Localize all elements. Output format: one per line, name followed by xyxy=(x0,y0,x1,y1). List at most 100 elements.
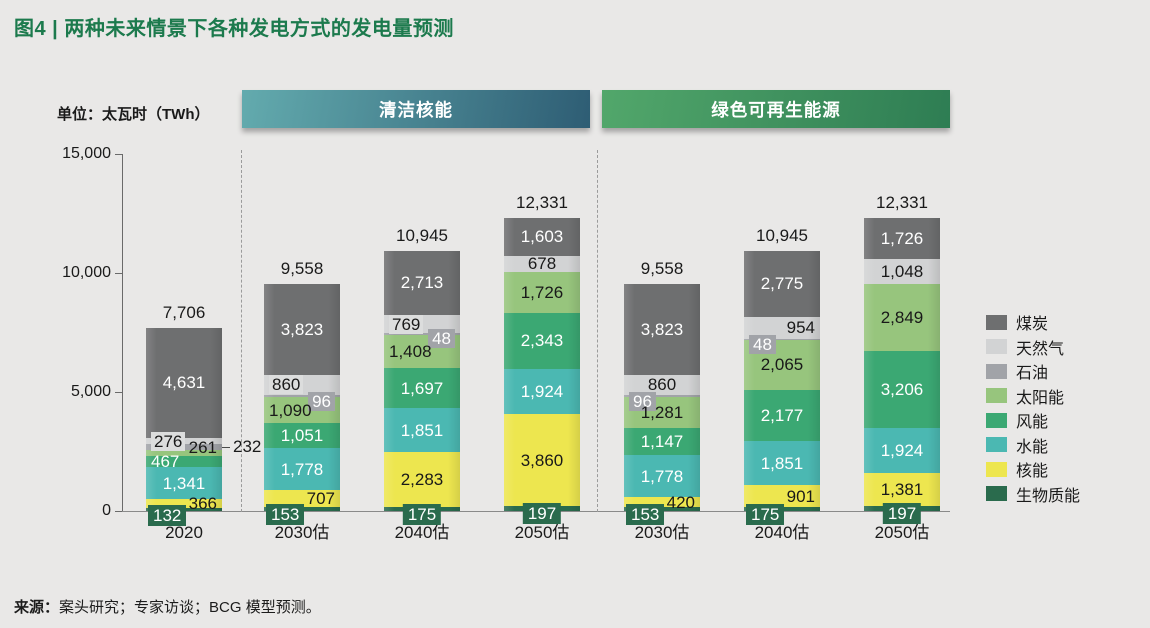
bar-segment: 860 xyxy=(264,374,340,395)
legend-label: 核能 xyxy=(1016,463,1049,480)
segment-label: 2,065 xyxy=(760,355,804,375)
bar-segment: 1,408 xyxy=(384,334,460,368)
legend-label: 天然气 xyxy=(1016,340,1065,358)
axis-tick xyxy=(115,392,122,393)
bar-segment: 2,283 xyxy=(384,452,460,507)
source-prefix: 来源： xyxy=(14,599,60,616)
legend-swatch xyxy=(986,339,1007,354)
legend-item: 核能 xyxy=(986,461,1080,480)
segment-label: 1,603 xyxy=(520,227,564,247)
axis-tick xyxy=(115,154,122,155)
segment-label: 1,851 xyxy=(400,420,444,440)
segment-label: 1,924 xyxy=(880,441,924,461)
segment-label: 707 xyxy=(306,489,335,509)
bar: 10,945 2040估 2,713 769 48 1,408 1,697 1,851 2,28… xyxy=(384,226,460,542)
bar-segment: 1,147 xyxy=(624,427,700,456)
legend-item: 太阳能 xyxy=(986,388,1080,407)
bar: 10,945 2040估 2,775 954 48 2,065 2,177 1,851 901 1… xyxy=(744,226,820,542)
bar: 9,558 2030估 3,823 860 96 1,281 1,147 1,778 420 15… xyxy=(624,259,700,542)
source-text: 案头研究；专家访谈；BCG 模型预测。 xyxy=(59,599,321,616)
segment-label-row: 1,603 xyxy=(504,218,580,256)
legend-label: 风能 xyxy=(1016,414,1049,431)
bar-segment: 1,697 xyxy=(384,368,460,409)
segment-label-row: 3,206 xyxy=(864,351,940,427)
legend-item: 生物质能 xyxy=(986,486,1080,505)
bar-segment: 678 xyxy=(504,255,580,272)
axis-tick xyxy=(115,511,122,512)
segment-label: 1,281 xyxy=(640,402,684,422)
segment-label-row: 1,851 xyxy=(384,408,460,452)
segment-label: 2,775 xyxy=(760,274,804,294)
segment-label: 1,726 xyxy=(520,282,564,302)
segment-label-row: 2,283 xyxy=(384,452,460,506)
segment-label: 1,381 xyxy=(880,480,924,500)
bar-segment: 1,048 xyxy=(864,258,940,284)
bar-segment: 1,851 xyxy=(384,408,460,453)
segment-label-row: 1,778 xyxy=(264,448,340,490)
segment-label: 860 xyxy=(647,375,677,395)
segment-label-row: 1,051 xyxy=(264,423,340,448)
bar-total-label: 9,558 xyxy=(640,258,684,278)
segment-label-row: 1,697 xyxy=(384,368,460,408)
segment-label: 4,631 xyxy=(162,373,206,393)
bar-category-label: 2040估 xyxy=(754,522,810,542)
segment-label: 1,147 xyxy=(640,431,684,451)
bar-category-label: 2030估 xyxy=(274,522,330,542)
segment-label: 175 xyxy=(746,503,785,525)
bar-segment: 467 xyxy=(146,453,222,470)
bar-segment: 1,603 xyxy=(504,217,580,256)
bar-segment: 1,726 xyxy=(864,217,940,259)
bar-total-label: 9,558 xyxy=(280,258,324,278)
segment-label-row: 954 xyxy=(744,317,820,340)
bar-segment: 3,823 xyxy=(264,283,340,375)
bar-segment: 2,177 xyxy=(744,389,820,442)
bar-segment: 954 xyxy=(744,316,820,340)
figure-title: 图4 | 两种未来情景下各种发电方式的发电量预测 xyxy=(14,18,454,40)
segment-label: 3,860 xyxy=(520,450,564,470)
bar-segment: 860 xyxy=(624,374,700,395)
segment-label: 1,778 xyxy=(640,466,684,486)
segment-label-row: 1,726 xyxy=(864,218,940,259)
y-axis-line xyxy=(122,154,123,511)
legend-label: 水能 xyxy=(1016,438,1049,456)
bar-segment: 197 xyxy=(864,503,940,525)
bar-segment: 3,823 xyxy=(624,283,700,375)
segment-label: 901 xyxy=(786,486,815,506)
segment-label: 1,051 xyxy=(280,426,324,446)
segment-label: 1,090 xyxy=(269,400,312,420)
legend-label: 太阳能 xyxy=(1016,389,1065,407)
y-tick-label: 15,000 xyxy=(62,145,111,162)
segment-label: 1,408 xyxy=(389,341,432,361)
bar-segment: 132 xyxy=(146,504,222,526)
segment-label: 954 xyxy=(786,318,815,338)
bar-segment: 1,778 xyxy=(624,455,700,498)
legend-item: 石油 xyxy=(986,363,1080,382)
bar: 7,706 2020 4,631 276 232 261 467 1,341 366 132 xyxy=(146,303,261,542)
bar-segment: 153 xyxy=(624,504,700,526)
bar-segment: 2,849 xyxy=(864,283,940,352)
legend-swatch xyxy=(986,461,1007,477)
segment-label-row: 769 xyxy=(384,314,460,334)
segment-label: 1,697 xyxy=(400,378,444,398)
unit-label: 单位：太瓦时（TWh） xyxy=(57,106,210,123)
segment-label: 2,177 xyxy=(760,405,804,425)
segment-label-row: 1,048 xyxy=(864,259,940,284)
bar-total-label: 10,945 xyxy=(756,225,808,245)
segment-label-row: 1,851 xyxy=(744,441,820,485)
legend-label: 石油 xyxy=(1016,365,1049,382)
bar-segment: 1,778 xyxy=(264,448,340,491)
segment-label-row: 3,860 xyxy=(504,414,580,506)
segment-label: 2,713 xyxy=(400,273,444,293)
scenario-separator-line xyxy=(241,150,242,512)
bar-category-label: 2030估 xyxy=(634,522,690,542)
bar-total-label: 7,706 xyxy=(162,302,206,322)
segment-label: 3,823 xyxy=(280,319,324,339)
segment-label-row: 678 xyxy=(504,255,580,272)
bar: 9,558 2030估 3,823 860 96 1,090 1,051 1,778 707 15… xyxy=(264,259,340,542)
segment-label-row: 467 xyxy=(146,453,222,470)
bar-segment: 1,051 xyxy=(264,423,340,449)
legend-item: 水能 xyxy=(986,437,1080,456)
bar-category-label: 2050估 xyxy=(514,522,570,542)
segment-label-row: 860 xyxy=(624,375,700,395)
legend-label: 生物质能 xyxy=(1016,487,1081,505)
